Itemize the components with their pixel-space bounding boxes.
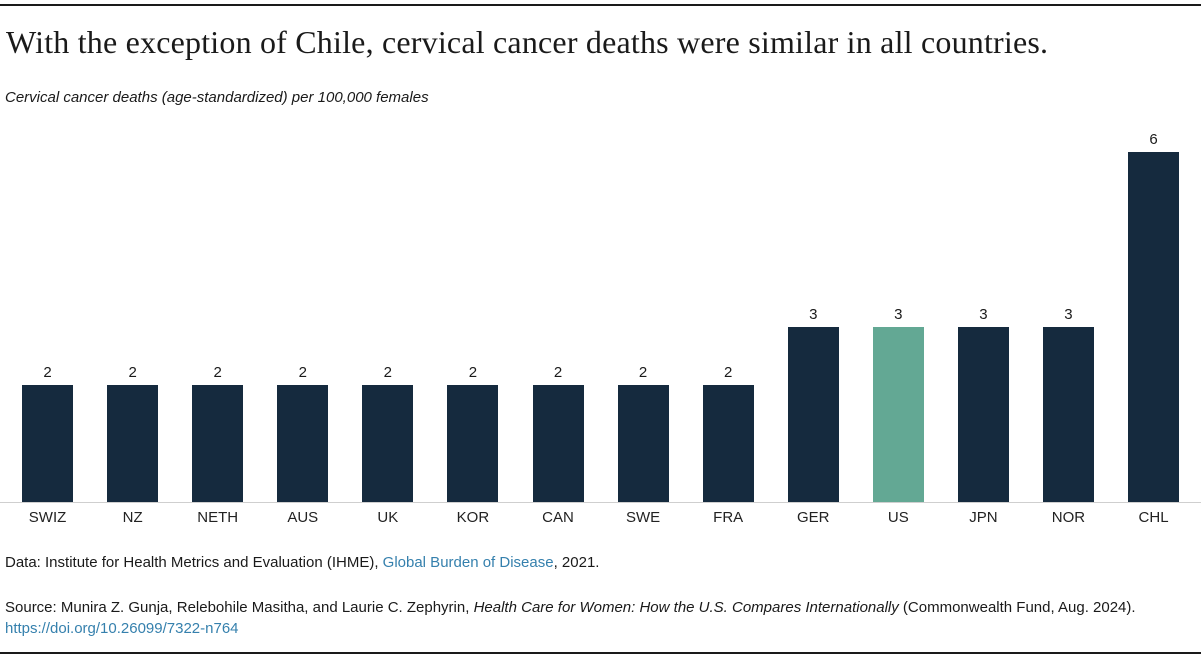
gbd-link[interactable]: Global Burden of Disease (382, 554, 554, 571)
bar-value-label: 2 (128, 364, 137, 382)
bar-value-label: 2 (553, 364, 563, 382)
source-attribution-text: Source: Munira Z. Gunja, Relebohile Masi… (5, 599, 474, 616)
top-border-rule (0, 4, 1201, 6)
bar-column: 2 (5, 364, 90, 502)
page-title: With the exception of Chile, cervical ca… (6, 24, 1049, 60)
x-axis-label: US (887, 509, 909, 526)
bar-column: 2 (515, 364, 600, 502)
x-axis-label: KOR (456, 509, 490, 526)
x-axis-label: SWE (626, 509, 661, 526)
bar-value-label: 6 (1149, 131, 1158, 148)
x-axis-label: NOR (1051, 509, 1086, 526)
bar-column: 2 (430, 364, 515, 502)
data-attribution-year: , 2021. (553, 554, 600, 571)
x-axis-label: AUS (287, 509, 319, 526)
bar (1128, 152, 1180, 502)
bar-column: 2 (175, 364, 260, 502)
source-attribution-suffix: (Commonwealth Fund, Aug. 2024). (898, 599, 1136, 616)
bar-value-label: 3 (1064, 306, 1073, 323)
bar (277, 385, 329, 502)
x-axis-label: FRA (713, 509, 744, 526)
bar-value-label: 2 (43, 364, 52, 382)
bar-value-label: 2 (723, 364, 733, 382)
bar-column: 2 (601, 364, 686, 502)
bar-value-label: 2 (383, 364, 393, 382)
bar-column: 3 (856, 306, 941, 502)
bar-value-label: 2 (298, 364, 307, 382)
bar (787, 327, 839, 502)
bar-value-label: 3 (894, 306, 903, 323)
bar-column: 2 (345, 364, 430, 502)
x-axis-labels-row: SWIZ NZ NETH AUS UK KOR CAN SWE FRA GER US JPN NOR CH… (0, 503, 1201, 527)
x-axis-label: GER (796, 509, 830, 526)
x-axis-label: CHL (1138, 509, 1169, 526)
bar-column: 2 (686, 364, 771, 502)
bar-column: 3 (771, 306, 856, 502)
chart-plot-area: 2 2 2 2 2 2 2 2 2 3 3 3 3 6 (0, 131, 1201, 503)
bar (362, 385, 414, 502)
bar (532, 385, 584, 502)
bar (702, 385, 754, 502)
bottom-border-rule (0, 652, 1201, 654)
x-axis-label: NZ (122, 509, 143, 526)
data-attribution: Data: Institute for Health Metrics and E… (5, 552, 1196, 573)
bar-column: 6 (1111, 131, 1196, 502)
bar (1042, 327, 1094, 502)
bar (447, 385, 499, 502)
x-axis-label: JPN (969, 509, 998, 526)
bar (192, 385, 244, 502)
source-attribution: Source: Munira Z. Gunja, Relebohile Masi… (5, 597, 1196, 639)
chart-subtitle: Cervical cancer deaths (age-standardized… (5, 89, 429, 106)
doi-link[interactable]: https://doi.org/10.26099/7322-n764 (5, 620, 239, 637)
bar-value-label: 2 (468, 364, 478, 382)
bar-value-label: 3 (979, 306, 988, 323)
bar-chart: 2 2 2 2 2 2 2 2 2 3 3 3 3 6 SWIZ NZ NETH AUS UK KOR CAN SWE F… (0, 131, 1201, 527)
bar (617, 385, 669, 502)
data-attribution-text: Data: Institute for Health Metrics and E… (5, 554, 383, 571)
bar (107, 385, 159, 502)
bar (22, 385, 74, 502)
bar-column: 2 (90, 364, 175, 502)
bar-value-label: 2 (638, 364, 648, 382)
source-report-title: Health Care for Women: How the U.S. Comp… (473, 599, 899, 616)
bar-column: 3 (1026, 306, 1111, 502)
x-axis-label: UK (377, 509, 399, 526)
bar-us-highlighted (872, 327, 924, 502)
bar-column: 3 (941, 306, 1026, 502)
bar-column: 2 (260, 364, 345, 502)
bar-value-label: 3 (809, 306, 818, 323)
x-axis-label: NETH (197, 509, 239, 526)
bar-value-label: 2 (213, 364, 222, 382)
x-axis-label: CAN (542, 509, 574, 526)
bar (957, 327, 1009, 502)
x-axis-label: SWIZ (28, 509, 67, 526)
